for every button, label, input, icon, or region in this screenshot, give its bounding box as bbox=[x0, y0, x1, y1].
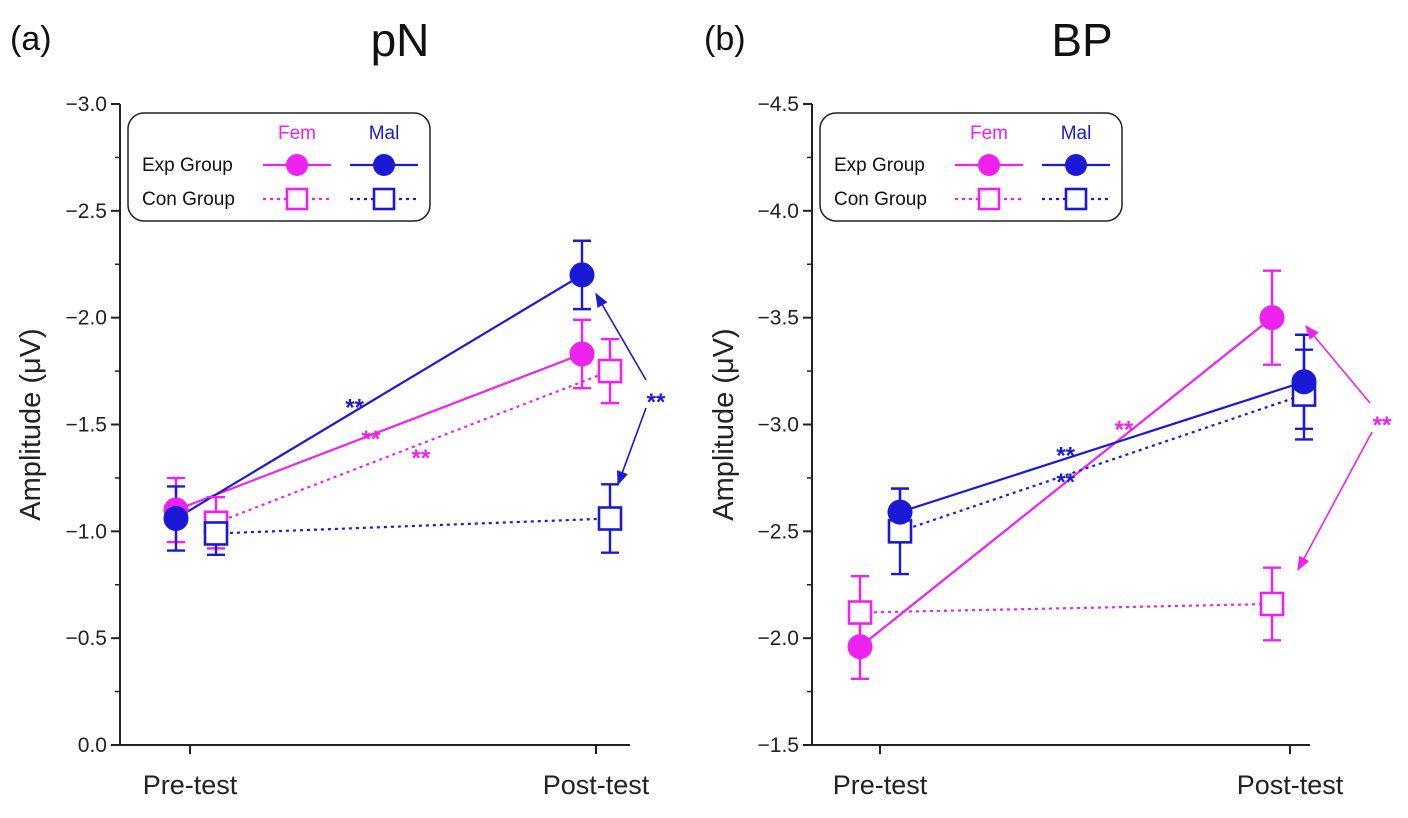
legend-square-sample bbox=[977, 187, 1001, 211]
significance-arrow bbox=[617, 407, 647, 486]
y-tick-label: −3.0 bbox=[758, 414, 799, 437]
series-line bbox=[899, 393, 1305, 533]
legend-box bbox=[127, 112, 431, 222]
y-tick-label: −2.5 bbox=[758, 520, 799, 543]
y-tick-label: −1.5 bbox=[66, 414, 107, 437]
series-line bbox=[859, 316, 1273, 648]
series-line bbox=[215, 517, 611, 535]
data-point-square bbox=[597, 358, 623, 384]
series-line bbox=[215, 370, 611, 524]
y-axis-label: Amplitude (μV) bbox=[708, 328, 740, 520]
y-tick-label: −1.5 bbox=[758, 734, 799, 757]
x-tick-label: Post-test bbox=[543, 770, 650, 800]
y-tick-label: −3.0 bbox=[66, 93, 107, 116]
data-point-square bbox=[847, 600, 873, 625]
legend-circle-sample bbox=[978, 154, 1000, 176]
y-tick-label: −4.0 bbox=[758, 200, 799, 223]
series-line bbox=[899, 380, 1305, 514]
data-point-circle bbox=[163, 506, 189, 532]
data-point-circle bbox=[1259, 305, 1285, 331]
series-line bbox=[175, 352, 583, 511]
significance-marker: ** bbox=[345, 394, 364, 421]
data-point-square bbox=[1259, 591, 1285, 617]
legend-circle-sample bbox=[286, 154, 308, 176]
legend-square-sample bbox=[285, 187, 309, 211]
x-tick-label: Pre-test bbox=[833, 770, 928, 800]
data-point-square bbox=[597, 506, 623, 531]
data-point-circle bbox=[1291, 369, 1317, 395]
y-tick-label: −0.5 bbox=[66, 627, 107, 650]
x-tick-label: Pre-test bbox=[143, 770, 238, 800]
y-tick-label: −2.0 bbox=[758, 627, 799, 650]
legend-box bbox=[819, 112, 1123, 222]
significance-marker: ** bbox=[412, 445, 431, 472]
series-line bbox=[175, 273, 583, 520]
significance-marker: ** bbox=[362, 426, 381, 453]
legend-row-con: Con Group bbox=[834, 189, 927, 210]
legend-circle-sample bbox=[1065, 154, 1087, 176]
data-point-circle bbox=[569, 341, 595, 367]
legend-row-con: Con Group bbox=[142, 189, 235, 210]
significance-marker: ** bbox=[1056, 442, 1075, 469]
y-tick-label: 0.0 bbox=[78, 734, 107, 757]
legend-col-male: Mal bbox=[1061, 123, 1092, 144]
legend-circle-sample bbox=[373, 154, 395, 176]
significance-marker: ** bbox=[1115, 417, 1134, 444]
data-point-circle bbox=[887, 499, 913, 525]
panel-letter: (a) bbox=[10, 20, 52, 58]
legend-square-sample bbox=[1064, 187, 1088, 211]
panel-1: (b) BP −1.5 −2.0 −2.5 −3.0 −3.5 −4.0 −4.5 Pre-tes… bbox=[704, 14, 1392, 800]
significance-marker: ** bbox=[647, 389, 666, 416]
x-tick-label: Post-test bbox=[1237, 770, 1344, 800]
data-point-circle bbox=[847, 634, 873, 660]
panel-letter: (b) bbox=[704, 20, 746, 58]
series-line bbox=[859, 602, 1273, 614]
legend-square-sample bbox=[372, 187, 396, 211]
y-tick-label: −3.5 bbox=[758, 307, 799, 330]
legend-col-male: Mal bbox=[369, 123, 400, 144]
significance-marker: ** bbox=[1373, 412, 1392, 439]
panel-0: (a) pN 0.0 −0.5 −1.0 −1.5 −2.0 −2.5 −3.0 Pre-test… bbox=[10, 14, 666, 800]
significance-marker: ** bbox=[1056, 469, 1075, 496]
chart-title: BP bbox=[1051, 14, 1112, 66]
y-tick-label: −4.5 bbox=[758, 93, 799, 116]
legend-row-exp: Exp Group bbox=[834, 155, 925, 176]
legend: Fem Mal Exp Group Con Group bbox=[127, 112, 431, 222]
data-point-square bbox=[203, 521, 229, 546]
chart-title: pN bbox=[371, 14, 430, 66]
y-tick-label: −2.5 bbox=[66, 200, 107, 223]
significance-arrow bbox=[1297, 431, 1373, 572]
legend-row-exp: Exp Group bbox=[142, 155, 233, 176]
legend: Fem Mal Exp Group Con Group bbox=[819, 112, 1123, 222]
significance-arrow bbox=[1305, 325, 1371, 404]
y-tick-label: −1.0 bbox=[66, 520, 107, 543]
y-tick-label: −2.0 bbox=[66, 307, 107, 330]
y-axis-label: Amplitude (μV) bbox=[15, 328, 47, 520]
legend-col-female: Fem bbox=[970, 123, 1008, 144]
significance-arrow bbox=[595, 292, 647, 381]
data-point-circle bbox=[569, 262, 595, 288]
legend-col-female: Fem bbox=[278, 123, 316, 144]
